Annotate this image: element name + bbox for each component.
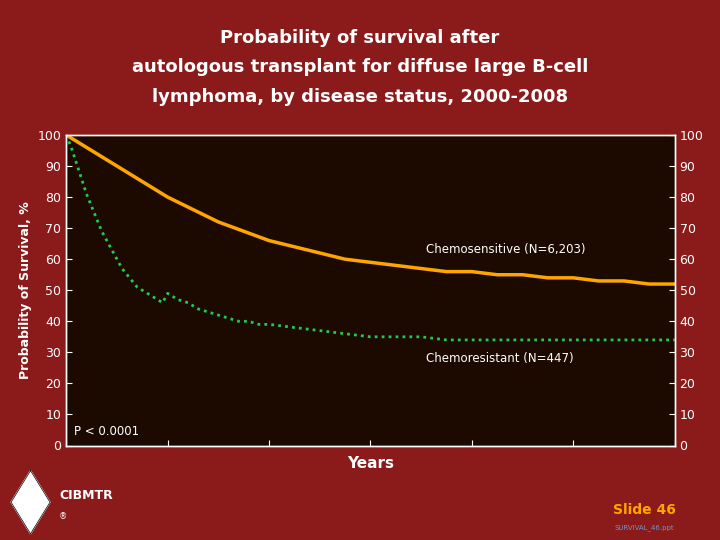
Text: P < 0.0001: P < 0.0001 <box>74 424 140 437</box>
Text: SURVIVAL_46.ppt: SURVIVAL_46.ppt <box>615 525 674 531</box>
X-axis label: Years: Years <box>347 456 394 471</box>
Text: lymphoma, by disease status, 2000-2008: lymphoma, by disease status, 2000-2008 <box>152 88 568 106</box>
Text: Chemoresistant (N=447): Chemoresistant (N=447) <box>426 352 574 365</box>
Text: ®: ® <box>59 512 67 521</box>
Text: CIBMTR: CIBMTR <box>59 489 113 502</box>
Text: Slide 46: Slide 46 <box>613 503 676 517</box>
Text: autologous transplant for diffuse large B-cell: autologous transplant for diffuse large … <box>132 58 588 77</box>
Y-axis label: Probability of Survival, %: Probability of Survival, % <box>19 201 32 379</box>
Text: Probability of survival after: Probability of survival after <box>220 29 500 47</box>
Text: Chemosensitive (N=6,203): Chemosensitive (N=6,203) <box>426 243 585 256</box>
Polygon shape <box>11 470 50 534</box>
